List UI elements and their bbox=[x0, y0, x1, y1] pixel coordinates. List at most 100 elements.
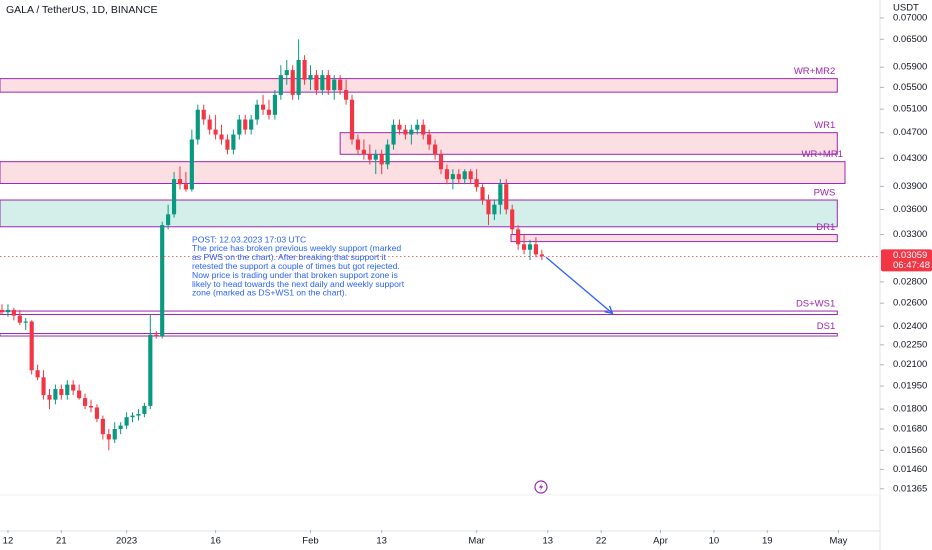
candle-body bbox=[278, 75, 283, 95]
candle-body bbox=[142, 405, 147, 414]
y-tick-label: 0.02100 bbox=[893, 359, 927, 370]
candle-body bbox=[533, 244, 539, 255]
candle-body bbox=[59, 389, 64, 396]
candle-body bbox=[23, 321, 28, 323]
candle-body bbox=[284, 70, 289, 76]
candle-body bbox=[338, 79, 343, 91]
candle-body bbox=[361, 149, 366, 155]
candle-body bbox=[527, 244, 533, 250]
candle-body bbox=[94, 407, 100, 419]
candle-body bbox=[290, 70, 295, 95]
candle-body bbox=[183, 184, 188, 190]
zone bbox=[0, 333, 838, 337]
candle-body bbox=[373, 154, 378, 160]
candle-body bbox=[480, 187, 485, 201]
candle-body bbox=[41, 377, 46, 396]
y-tick-label: 0.03300 bbox=[893, 229, 927, 240]
lightning-icon[interactable] bbox=[534, 480, 548, 494]
candle-body bbox=[308, 75, 313, 80]
zone bbox=[510, 234, 838, 243]
candle-body bbox=[272, 94, 277, 115]
x-tick-label: Feb bbox=[302, 536, 318, 547]
x-tick-label: 13 bbox=[376, 536, 387, 547]
y-tick-label: 0.02600 bbox=[893, 298, 927, 309]
candle-body bbox=[379, 154, 384, 165]
candle-body bbox=[136, 413, 141, 416]
candle-body bbox=[124, 417, 129, 426]
zone-label: DS+WS1 bbox=[796, 299, 835, 310]
countdown-label: 06:47:48 bbox=[893, 260, 930, 271]
arrow-line bbox=[545, 256, 613, 314]
candle-body bbox=[47, 395, 52, 400]
candle-body bbox=[189, 139, 194, 190]
candle-body bbox=[0, 309, 5, 313]
y-tick-label: 0.05500 bbox=[893, 82, 927, 93]
y-tick-label: 0.01560 bbox=[893, 445, 927, 456]
zone-label: WR+MR2 bbox=[794, 66, 835, 77]
price-unit: USDT bbox=[893, 3, 919, 14]
y-tick-label: 0.07000 bbox=[893, 12, 927, 23]
candle-body bbox=[207, 119, 212, 130]
y-tick-label: 0.02400 bbox=[893, 321, 927, 332]
x-tick-label: 12 bbox=[3, 536, 14, 547]
candle-body bbox=[421, 124, 426, 135]
candle-body bbox=[415, 124, 420, 130]
candle-body bbox=[349, 99, 355, 140]
candle-body bbox=[255, 104, 260, 120]
note-line: The price has broken previous weekly sup… bbox=[192, 243, 401, 253]
arrow-head bbox=[604, 305, 614, 315]
candle-body bbox=[82, 398, 88, 406]
candle-body bbox=[450, 174, 455, 180]
zones: WR+MR2 WR1 WR+MR1 PWS DR1 DS+WS1 DS1 bbox=[0, 66, 846, 337]
zone bbox=[0, 199, 838, 228]
candle-body bbox=[504, 184, 509, 210]
x-tick-label: 2023 bbox=[116, 536, 137, 547]
y-tick-label: 0.04700 bbox=[893, 127, 927, 138]
chart-title: GALA / TetherUS, 1D, BINANCE bbox=[6, 4, 158, 16]
candle-body bbox=[320, 75, 325, 91]
x-tick-label: 21 bbox=[56, 536, 67, 547]
zone bbox=[339, 132, 838, 155]
y-tick-label: 0.03900 bbox=[893, 181, 927, 192]
candle-body bbox=[391, 124, 396, 145]
candle-body bbox=[403, 129, 408, 135]
x-tick-label: Mar bbox=[468, 536, 484, 547]
current-price-label: 0.03059 bbox=[893, 250, 927, 261]
y-tick-label: 0.01365 bbox=[893, 483, 927, 494]
candle-body bbox=[237, 119, 242, 135]
candle-body bbox=[516, 229, 521, 245]
candle-body bbox=[355, 139, 361, 150]
candle-body bbox=[468, 171, 473, 180]
candle-body bbox=[302, 59, 307, 80]
x-tick-label: 19 bbox=[762, 536, 773, 547]
candle-body bbox=[474, 179, 479, 188]
candle-body bbox=[486, 200, 491, 215]
candle-body bbox=[100, 418, 105, 435]
candle-body bbox=[521, 244, 527, 250]
candle-body bbox=[154, 334, 159, 337]
zone bbox=[0, 310, 838, 315]
candle-body bbox=[367, 154, 372, 160]
candle-body bbox=[195, 109, 200, 140]
candle-body bbox=[112, 428, 117, 440]
candle-body bbox=[213, 129, 218, 135]
candle-body bbox=[409, 129, 414, 135]
note-line: retested the support a couple of times b… bbox=[192, 261, 400, 271]
candle-body bbox=[344, 90, 349, 100]
candle-body bbox=[53, 389, 58, 400]
candle-body bbox=[296, 59, 301, 95]
candle-body bbox=[243, 119, 248, 130]
zone-label: PWS bbox=[814, 188, 836, 199]
current-price-box bbox=[881, 249, 932, 272]
zone bbox=[0, 161, 846, 184]
candle-body bbox=[71, 384, 76, 391]
icon-circle bbox=[534, 480, 548, 494]
candle-body bbox=[160, 225, 165, 337]
candle-body bbox=[166, 214, 171, 226]
candle-body bbox=[65, 384, 70, 396]
candle-body bbox=[456, 174, 461, 180]
candle-body bbox=[17, 315, 22, 323]
candle-body bbox=[432, 144, 438, 155]
candle-body bbox=[130, 415, 135, 418]
